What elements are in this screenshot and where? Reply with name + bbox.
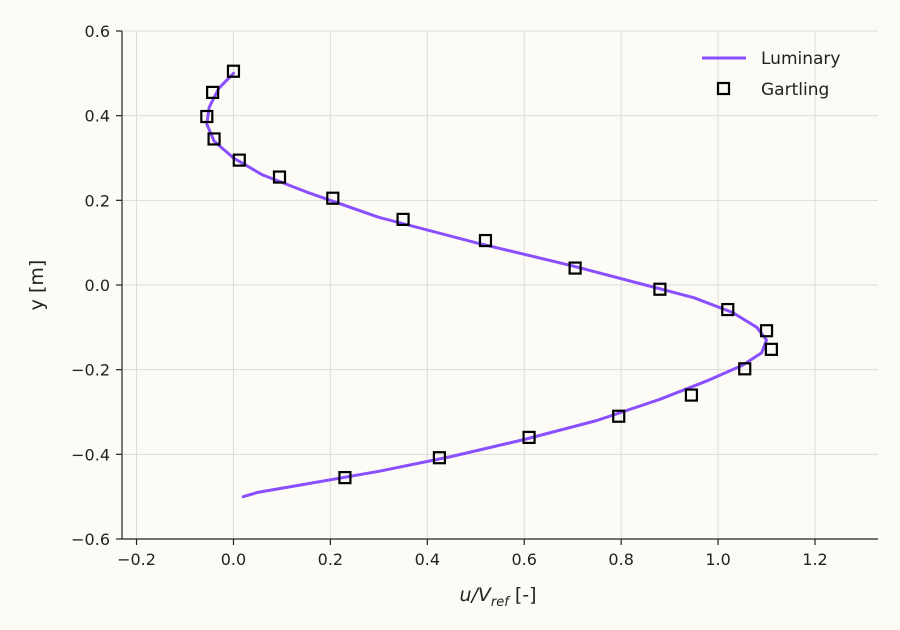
x-tick-label-7: 1.2: [802, 550, 827, 569]
gartling-marker-8: [721, 302, 735, 317]
gartling-marker-3: [612, 409, 626, 423]
gartling-marker-15: [232, 153, 246, 167]
x-tick-label-0: −0.2: [117, 550, 156, 569]
gartling-marker-1: [432, 451, 447, 465]
x-axis-label-main: u/V: [459, 584, 492, 606]
gartling-marker-14: [272, 170, 287, 184]
y-tick-label-0: −0.6: [71, 530, 110, 549]
legend: Luminary Gartling: [702, 49, 840, 100]
legend-luminary-label: Luminary: [761, 49, 840, 69]
x-tick-label-2: 0.2: [318, 550, 343, 569]
gartling-marker-18: [206, 85, 220, 99]
x-tick-label-4: 0.6: [512, 550, 537, 569]
gartling-marker-11: [478, 233, 493, 248]
x-axis-label-suffix: [-]: [509, 584, 537, 606]
y-tick-label-4: 0.2: [85, 191, 110, 210]
grid: [122, 30, 878, 540]
legend-gartling-marker: [716, 81, 731, 96]
y-tick-label-1: −0.4: [71, 445, 110, 464]
gartling-marker-4: [684, 388, 699, 402]
gartling-marker-5: [738, 362, 752, 376]
x-tick-label-5: 0.8: [608, 550, 633, 569]
gartling-marker-10: [568, 261, 582, 275]
y-axis-label: y [m]: [26, 260, 48, 311]
series-gartling-markers: [200, 64, 778, 485]
gartling-marker-16: [207, 132, 221, 146]
y-tick-label-6: 0.6: [85, 22, 110, 41]
x-tick-label-3: 0.4: [415, 550, 440, 569]
gartling-marker-9: [653, 282, 667, 296]
ticks: −0.2 0.0 0.2 0.4 0.6 0.8 1.0 1.2 −0.6 −0.4 −0.2 0.0…: [71, 22, 828, 569]
legend-gartling-label: Gartling: [761, 80, 829, 100]
gartling-marker-13: [326, 191, 340, 205]
gartling-marker-0: [338, 471, 352, 485]
x-axis-label: u/Vref [-]: [459, 584, 536, 610]
gartling-marker-6: [764, 342, 778, 356]
y-tick-label-2: −0.2: [71, 361, 110, 380]
gartling-marker-19: [226, 64, 241, 78]
x-tick-label-1: 0.0: [221, 550, 246, 569]
y-tick-label-5: 0.4: [85, 107, 110, 126]
x-tick-label-6: 1.0: [705, 550, 730, 569]
gartling-marker-2: [522, 430, 536, 444]
x-axis-label-sub: ref: [491, 595, 511, 610]
y-tick-label-3: 0.0: [85, 276, 110, 295]
gartling-marker-17: [200, 109, 214, 124]
gartling-marker-7: [759, 324, 774, 338]
gartling-marker-12: [396, 212, 410, 226]
